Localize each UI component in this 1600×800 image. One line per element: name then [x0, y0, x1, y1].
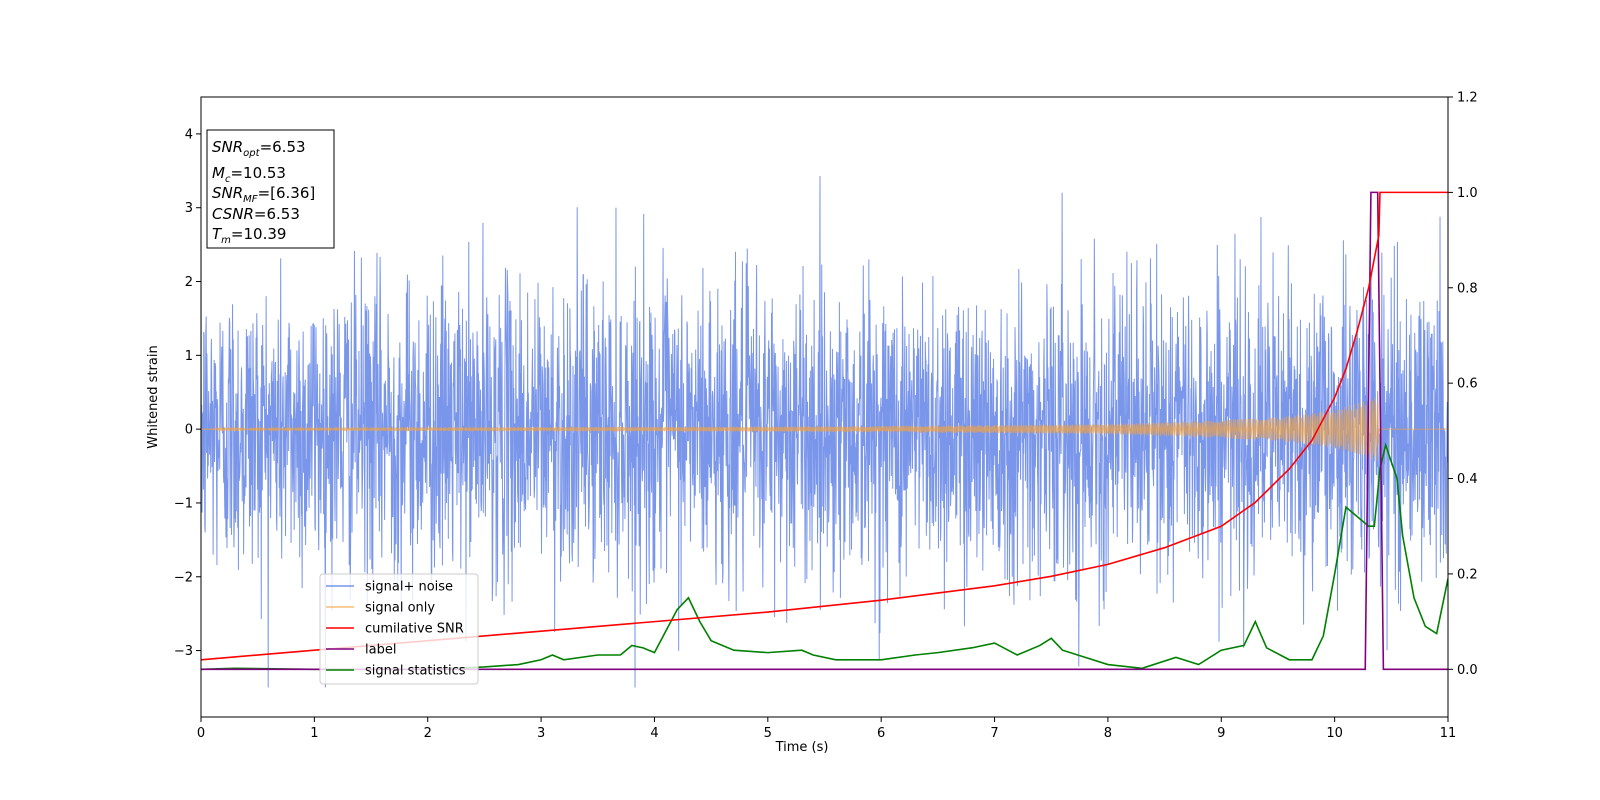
- x-tick-label: 5: [764, 726, 772, 741]
- annotation-box: SNRopt=6.53 Mc=10.53SNRMF=[6.36]CSNR=6.53…: [206, 129, 335, 249]
- series-cumulative-snr: [201, 191, 1448, 661]
- y-axis-label: Whitened strain: [146, 345, 161, 448]
- y2-tick-label: 0.0: [1457, 663, 1478, 678]
- y-tick-label: 3: [185, 201, 193, 216]
- y2-tick-label: 0.8: [1457, 281, 1478, 296]
- y-tick-label: −2: [174, 570, 193, 585]
- annotation-line: CSNR=6.53: [212, 205, 300, 223]
- series-signal-noise: [201, 175, 1448, 688]
- y2-tick-label: 0.6: [1457, 377, 1478, 392]
- x-tick-label: 10: [1326, 726, 1343, 741]
- x-tick-label: 0: [197, 726, 205, 741]
- y-tick-label: −3: [174, 644, 193, 659]
- y-tick-label: 2: [185, 275, 193, 290]
- x-tick-label: 1: [310, 726, 318, 741]
- y2-tick-label: 1.0: [1457, 186, 1478, 201]
- axes-frame: [200, 96, 1449, 718]
- legend-label: cumilative SNR: [365, 622, 464, 637]
- x-tick-label: 9: [1217, 726, 1225, 741]
- x-tick-label: 2: [424, 726, 432, 741]
- annotation-line: Tm=10.39: [212, 225, 286, 246]
- legend-label: signal+ noise: [365, 580, 453, 595]
- x-tick-label: 7: [990, 726, 998, 741]
- y-tick-label: 1: [185, 349, 193, 364]
- y-tick-label: −1: [174, 496, 193, 511]
- y2-tick-label: 1.2: [1457, 91, 1478, 106]
- series-signal-statistics: [201, 442, 1448, 671]
- x-tick-label: 3: [537, 726, 545, 741]
- x-tick-label: 8: [1104, 726, 1112, 741]
- legend-label: signal statistics: [365, 664, 466, 679]
- x-tick-label: 11: [1440, 726, 1457, 741]
- y-tick-label: 0: [185, 423, 193, 438]
- legend-frame: [319, 573, 479, 685]
- y2-tick-label: 0.4: [1457, 472, 1478, 487]
- annotation-line: Mc=10.53: [212, 164, 286, 185]
- x-tick-label: 6: [877, 726, 885, 741]
- plot-area: [201, 175, 1448, 688]
- legend-label: signal only: [365, 601, 435, 616]
- y2-tick-label: 0.2: [1457, 567, 1478, 582]
- y-tick-label: 4: [185, 127, 193, 142]
- annotation-line: SNRopt=6.53: [212, 138, 306, 159]
- annotation-line: SNRMF=[6.36]: [212, 184, 315, 205]
- axes: 0 1 2 3 4 5 6 7 8 9 10 11 −3 −2 −1 0 1 2 3 4 0.0 0.2 0.4 0.6 0.8…: [174, 91, 1478, 742]
- x-tick-label: 4: [650, 726, 658, 741]
- annotation-frame: [206, 129, 335, 249]
- series-signal-only: [201, 397, 1448, 461]
- x-axis-label: Time (s): [775, 740, 829, 755]
- legend-label: label: [365, 643, 396, 658]
- legend: signal+ noise signal only cumilative SNR la…: [319, 573, 479, 685]
- series-label: [201, 191, 1448, 671]
